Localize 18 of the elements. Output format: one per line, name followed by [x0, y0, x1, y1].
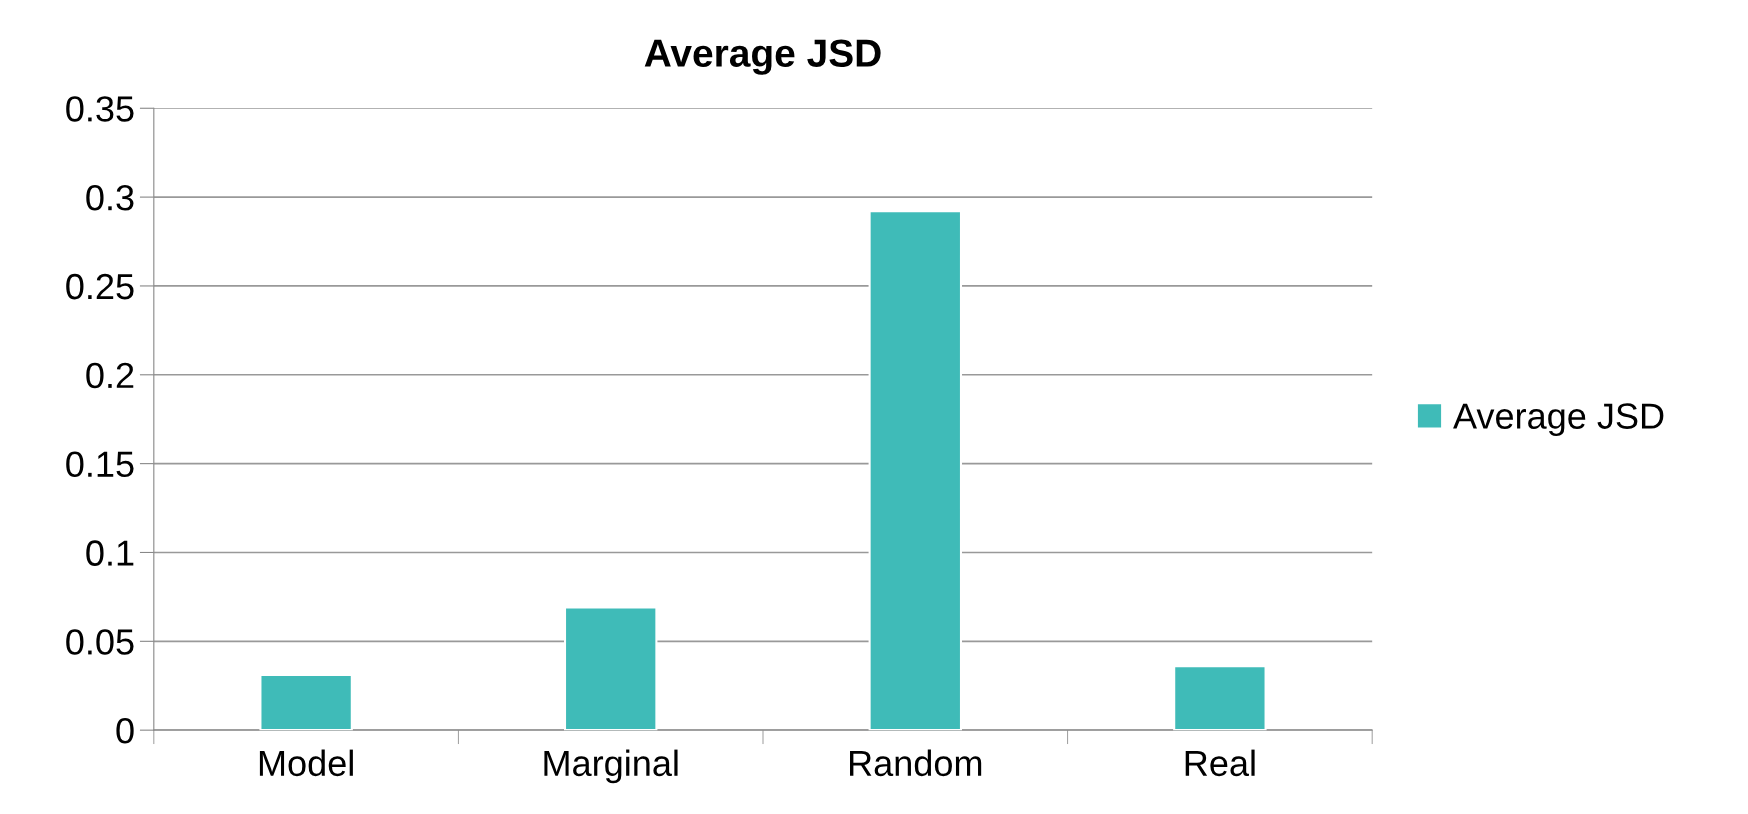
bar [563, 606, 658, 731]
y-tick-label: 0.3 [86, 184, 134, 211]
x-tick-label: Real [1185, 749, 1255, 777]
y-tick-label: 0.1 [86, 540, 134, 566]
bar [259, 674, 353, 731]
y-tick-label: 0.25 [66, 273, 134, 300]
x-tick-label: Random [850, 749, 982, 777]
chart-title: Average JSD [644, 39, 881, 75]
x-tick-label: Model [259, 749, 353, 777]
y-tick-label: 0.2 [86, 362, 134, 389]
y-tick-label: 0.35 [66, 96, 134, 122]
x-tick-label: Marginal [544, 749, 678, 784]
y-tick-label: 0.05 [66, 629, 134, 655]
y-tick-label: 0 [116, 718, 134, 744]
bar [868, 210, 963, 731]
y-tick-label: 0.15 [66, 451, 134, 478]
bar [1173, 665, 1267, 731]
legend-label: Average JSD [1453, 403, 1664, 437]
